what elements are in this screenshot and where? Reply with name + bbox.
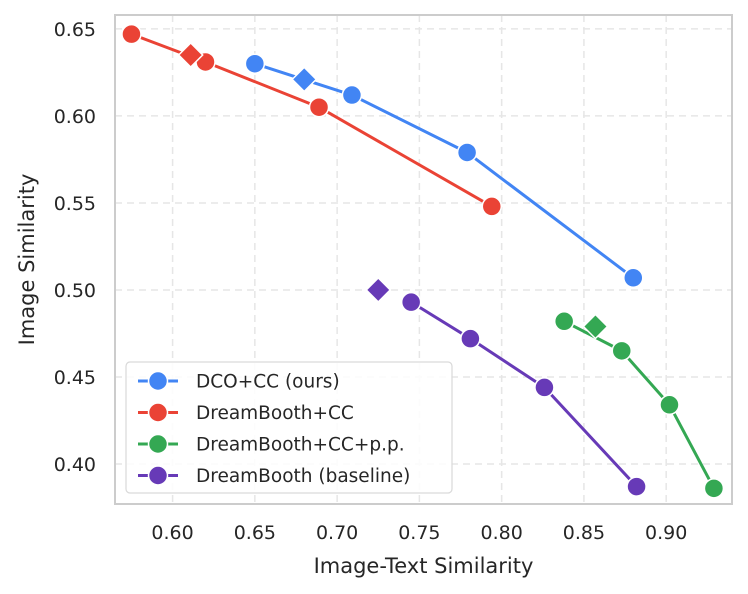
legend-label: DreamBooth+CC (196, 403, 354, 424)
x-tick-label: 0.75 (398, 522, 440, 544)
legend: DCO+CC (ours) DreamBooth+CC DreamBooth+CC+… (125, 361, 453, 494)
diamond-marker (291, 66, 318, 93)
legend-marker (147, 433, 169, 455)
y-axis-label: Image Similarity (15, 174, 39, 346)
tick-layer: 0.60 0.65 0.70 0.75 0.80 0.85 0.90 0.40 0.45 0.50… (54, 19, 688, 544)
data-point-marker (341, 84, 363, 106)
series-line (410, 300, 638, 488)
series-2 (553, 311, 725, 499)
data-point-marker (553, 311, 575, 332)
y-tick-label: 0.55 (54, 193, 96, 215)
legend-marker (147, 402, 169, 423)
data-point-marker (308, 96, 330, 118)
series-3 (365, 276, 647, 497)
legend-label: DCO+CC (ours) (196, 372, 340, 393)
legend-label: DreamBooth+CC+p.p. (196, 435, 405, 456)
data-point-marker (456, 142, 478, 163)
x-tick-label: 0.85 (563, 522, 605, 544)
series-line (254, 62, 635, 279)
y-tick-label: 0.45 (54, 367, 96, 389)
data-point-marker (611, 340, 633, 362)
diamond-marker (177, 41, 204, 69)
y-tick-label: 0.60 (54, 106, 96, 128)
x-tick-label: 0.80 (480, 522, 522, 544)
x-axis-label: Image-Text Similarity (314, 554, 534, 578)
data-point-marker (244, 53, 266, 74)
data-point-marker (121, 23, 142, 45)
y-tick-label: 0.65 (54, 19, 96, 41)
x-tick-label: 0.60 (151, 522, 193, 544)
data-point-marker (534, 377, 555, 398)
legend-box (125, 361, 453, 494)
data-point-marker (659, 394, 680, 416)
data-point-marker (626, 476, 647, 497)
x-tick-label: 0.90 (645, 522, 687, 544)
y-tick-label: 0.50 (54, 280, 96, 302)
data-point-marker (460, 328, 481, 349)
series-0 (244, 53, 644, 289)
legend-marker (147, 465, 169, 486)
data-point-marker (400, 291, 422, 313)
legend-label: DreamBooth (baseline) (196, 466, 410, 487)
series-line (130, 32, 493, 208)
diamond-marker (582, 313, 609, 340)
y-tick-label: 0.40 (54, 454, 96, 476)
data-point-marker (481, 196, 503, 217)
series-layer (121, 23, 725, 499)
data-point-marker (623, 267, 644, 289)
diamond-marker (365, 276, 392, 304)
data-point-marker (703, 478, 725, 499)
plot-frame (114, 14, 733, 505)
x-tick-label: 0.65 (234, 522, 276, 544)
legend-marker (147, 370, 169, 392)
series-1 (121, 23, 503, 217)
x-tick-label: 0.70 (316, 522, 358, 544)
